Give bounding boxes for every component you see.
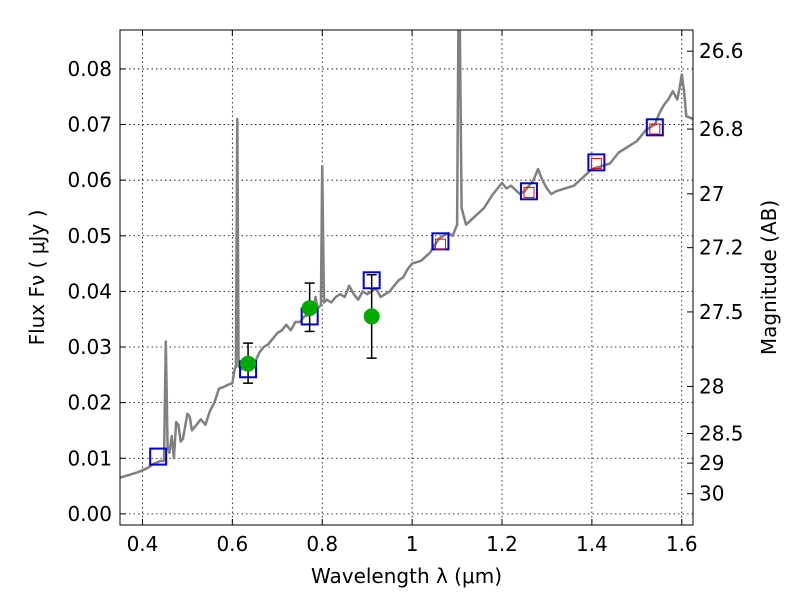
observed-flux-point [240, 355, 257, 372]
mag-tick-label: 28.5 [699, 421, 744, 445]
x-tick-label: 1 [406, 532, 419, 556]
model-spectrum-line [120, 30, 693, 479]
y-tick-label: 0.07 [67, 113, 112, 137]
observed-upper-square [434, 238, 446, 250]
mag-tick-label: 29 [699, 451, 724, 475]
mag-tick-label: 30 [699, 482, 724, 506]
y-tick-label: 0.02 [67, 391, 112, 415]
mag-tick-label: 26.8 [699, 117, 744, 141]
y-tick-label: 0.06 [67, 168, 112, 192]
x-tick-label: 0.4 [127, 532, 159, 556]
observed-flux-point [363, 308, 380, 325]
series-group [120, 30, 693, 479]
y-axis-label: Flux Fν ( μJy ) [25, 210, 49, 346]
mag-tick-label: 27 [699, 182, 724, 206]
grid-lines [120, 30, 693, 525]
model-photometry-square [587, 153, 606, 172]
plot-frame [119, 29, 694, 526]
y-tick-label: 0.01 [67, 446, 112, 470]
mag-tick-label: 27.2 [699, 236, 744, 260]
mag-tick-label: 27.5 [699, 300, 744, 324]
observed-upper-square [590, 157, 602, 169]
observed-upper-square [649, 123, 661, 135]
mag-tick-label: 26.6 [699, 39, 744, 63]
x-axis-label: Wavelength λ (μm) [311, 564, 502, 588]
x-tick-label: 1.6 [666, 532, 698, 556]
observed-upper-square [523, 186, 535, 198]
model-photometry-square [645, 118, 664, 137]
model-photometry-square [519, 182, 538, 201]
observed-flux-point [301, 300, 318, 317]
x-tick-label: 1.2 [486, 532, 518, 556]
model-photometry-square [149, 447, 168, 466]
x-tick-label: 0.6 [216, 532, 248, 556]
tick-marks: 0.4 0.6 0.8 1 1.2 1.4 1.6 0.00 0.01 0.02 0.03 0.04 0… [67, 30, 744, 556]
y-tick-label: 0.03 [67, 335, 112, 359]
x-tick-label: 1.4 [576, 532, 608, 556]
mag-tick-label: 28 [699, 374, 724, 398]
y-tick-label: 0.04 [67, 279, 112, 303]
y-tick-label: 0.00 [67, 502, 112, 526]
y-tick-label: 0.08 [67, 57, 112, 81]
right-axis-label: Magnitude (AB) [757, 200, 781, 355]
plot-layer [120, 30, 693, 479]
x-tick-label: 0.8 [306, 532, 338, 556]
y-tick-label: 0.05 [67, 224, 112, 248]
